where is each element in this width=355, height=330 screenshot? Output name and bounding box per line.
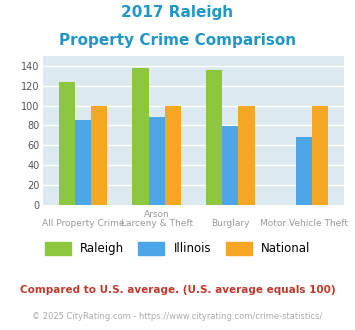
Text: © 2025 CityRating.com - https://www.cityrating.com/crime-statistics/: © 2025 CityRating.com - https://www.city… [32, 312, 323, 321]
Bar [75, 120, 91, 205]
Bar [149, 117, 165, 205]
Text: Property Crime Comparison: Property Crime Comparison [59, 33, 296, 48]
Text: Motor Vehicle Theft: Motor Vehicle Theft [260, 219, 348, 228]
Bar [59, 82, 75, 205]
Legend: Raleigh, Illinois, National: Raleigh, Illinois, National [40, 237, 315, 260]
Text: Larceny & Theft: Larceny & Theft [121, 219, 193, 228]
Bar [238, 106, 255, 205]
Bar [165, 106, 181, 205]
Text: Arson: Arson [144, 210, 170, 218]
Bar [206, 70, 222, 205]
Bar [312, 106, 328, 205]
Bar [91, 106, 107, 205]
Text: Burglary: Burglary [211, 219, 250, 228]
Text: All Property Crime: All Property Crime [42, 219, 124, 228]
Text: Compared to U.S. average. (U.S. average equals 100): Compared to U.S. average. (U.S. average … [20, 285, 335, 295]
Text: 2017 Raleigh: 2017 Raleigh [121, 5, 234, 20]
Bar [296, 137, 312, 205]
Bar [222, 126, 238, 205]
Bar [132, 68, 149, 205]
